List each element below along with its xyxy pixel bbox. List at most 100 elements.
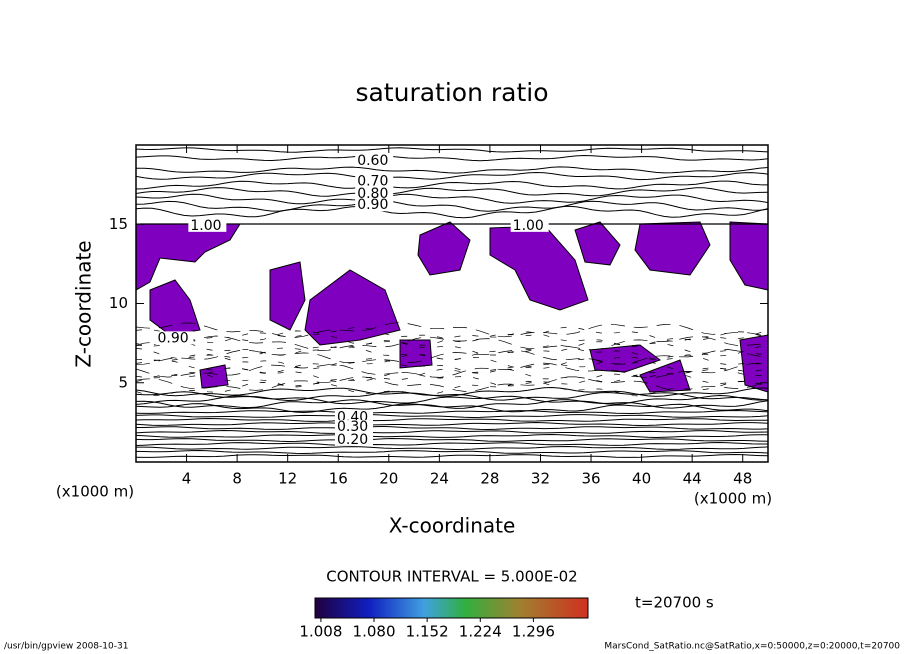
contour-line: [136, 386, 768, 397]
supersaturated-regions: [136, 221, 768, 393]
contour-line: [136, 417, 768, 422]
contour-line: [136, 166, 768, 174]
contour-line: [136, 362, 768, 379]
x-tick-label: 20: [379, 470, 398, 488]
contour-line: [136, 409, 768, 415]
contour-line: [136, 205, 768, 219]
region: [729, 221, 768, 291]
contour-label-bg: [334, 420, 373, 434]
contour-line: [136, 340, 768, 356]
region: [136, 223, 241, 291]
contour-label: 0.90: [357, 197, 388, 213]
contour-label: 0.60: [357, 153, 388, 169]
contour-line: [136, 413, 768, 419]
footer-right: MarsCond_SatRatio.nc@SatRatio,x=0:50000,…: [604, 642, 900, 652]
contour-label-bg: [188, 218, 227, 232]
y-tick-label: 15: [109, 215, 128, 233]
contour-label-bg: [355, 174, 394, 188]
contour-line: [136, 441, 768, 446]
contour-line: [136, 200, 768, 212]
colorbar: [314, 597, 589, 619]
region: [589, 344, 662, 373]
contour-label-bg: [355, 187, 394, 201]
x-tick-label: 8: [232, 470, 242, 488]
contour-line: [136, 335, 768, 351]
region: [417, 221, 471, 276]
region: [199, 364, 229, 389]
colorbar-tick-label: 1.008: [299, 623, 342, 641]
region: [639, 359, 691, 393]
plot-area: 0.600.700.800.901.00 1.000.900.400.300.20: [136, 147, 768, 458]
contour-line: [136, 331, 768, 347]
contour-label: 0.90: [157, 330, 188, 346]
contour-label-bg: [510, 218, 549, 232]
contour-label-bg: [355, 153, 394, 167]
contour-line: [136, 437, 768, 443]
contour-line: [136, 326, 768, 343]
x-tick-label: 40: [632, 470, 651, 488]
colorbar-tick-label: 1.296: [512, 623, 555, 641]
contour-line: [136, 433, 768, 439]
chart-title: saturation ratio: [355, 78, 548, 107]
region: [574, 221, 621, 266]
contour-line: [136, 154, 768, 162]
x-unit: (x1000 m): [694, 490, 772, 508]
y-axis-label: Z-coordinate: [72, 240, 96, 367]
contour-label-bg: [155, 331, 194, 345]
contour-line: [136, 180, 768, 190]
contour-line: [136, 449, 768, 455]
region: [149, 279, 201, 336]
contour-label: 1.00: [513, 218, 544, 234]
contour-line: [136, 391, 768, 402]
contour-line: [136, 425, 768, 431]
colorbar-tick-label: 1.152: [406, 623, 449, 641]
region: [489, 225, 589, 311]
y-tick-label: 5: [118, 373, 128, 391]
x-axis-label: X-coordinate: [389, 514, 516, 538]
plot-frame: [135, 144, 769, 463]
contour-line: [136, 403, 768, 414]
contour-label-bg: [355, 198, 394, 212]
x-tick-label: 4: [182, 470, 192, 488]
contour-line: [136, 445, 768, 451]
contour-label: 1.00: [190, 218, 221, 234]
contour-label: 0.80: [357, 186, 388, 202]
region: [269, 261, 306, 331]
colorbar-tick-label: 1.080: [353, 623, 396, 641]
x-tick-label: 16: [329, 470, 348, 488]
contour-line: [136, 399, 768, 409]
contour-line: [136, 421, 768, 427]
contour-label: 0.70: [357, 173, 388, 189]
contour-line: [136, 376, 768, 392]
time-label: t=20700 s: [635, 594, 714, 612]
region: [304, 269, 401, 346]
contour-line: [136, 193, 768, 205]
contour-line: [136, 171, 768, 181]
contour-label: 0.30: [337, 419, 368, 435]
footer-left: /usr/bin/gpview 2008-10-31: [4, 642, 128, 652]
x-tick-label: 32: [531, 470, 550, 488]
region: [634, 221, 711, 276]
region: [399, 339, 433, 369]
contour-line: [136, 394, 768, 405]
colorbar-tick-label: 1.224: [459, 623, 502, 641]
contour-label: 0.20: [337, 432, 368, 448]
contour-line: [136, 322, 768, 338]
contour-line: [136, 147, 768, 153]
x-tick-label: 12: [278, 470, 297, 488]
x-tick-label: 44: [683, 470, 702, 488]
contour-lines: [136, 147, 768, 458]
contour-label-bg: [334, 432, 373, 446]
contour-line: [136, 453, 768, 458]
contour-line: [136, 429, 768, 434]
x-tick-label: 48: [733, 470, 752, 488]
x-unit: (x1000 m): [56, 483, 134, 501]
contour-interval: CONTOUR INTERVAL = 5.000E-02: [326, 568, 577, 586]
x-tick-label: 36: [581, 470, 600, 488]
contour-line: [136, 349, 768, 365]
y-tick-label: 10: [109, 294, 128, 312]
x-tick-label: 28: [480, 470, 499, 488]
x-tick-label: 24: [430, 470, 449, 488]
